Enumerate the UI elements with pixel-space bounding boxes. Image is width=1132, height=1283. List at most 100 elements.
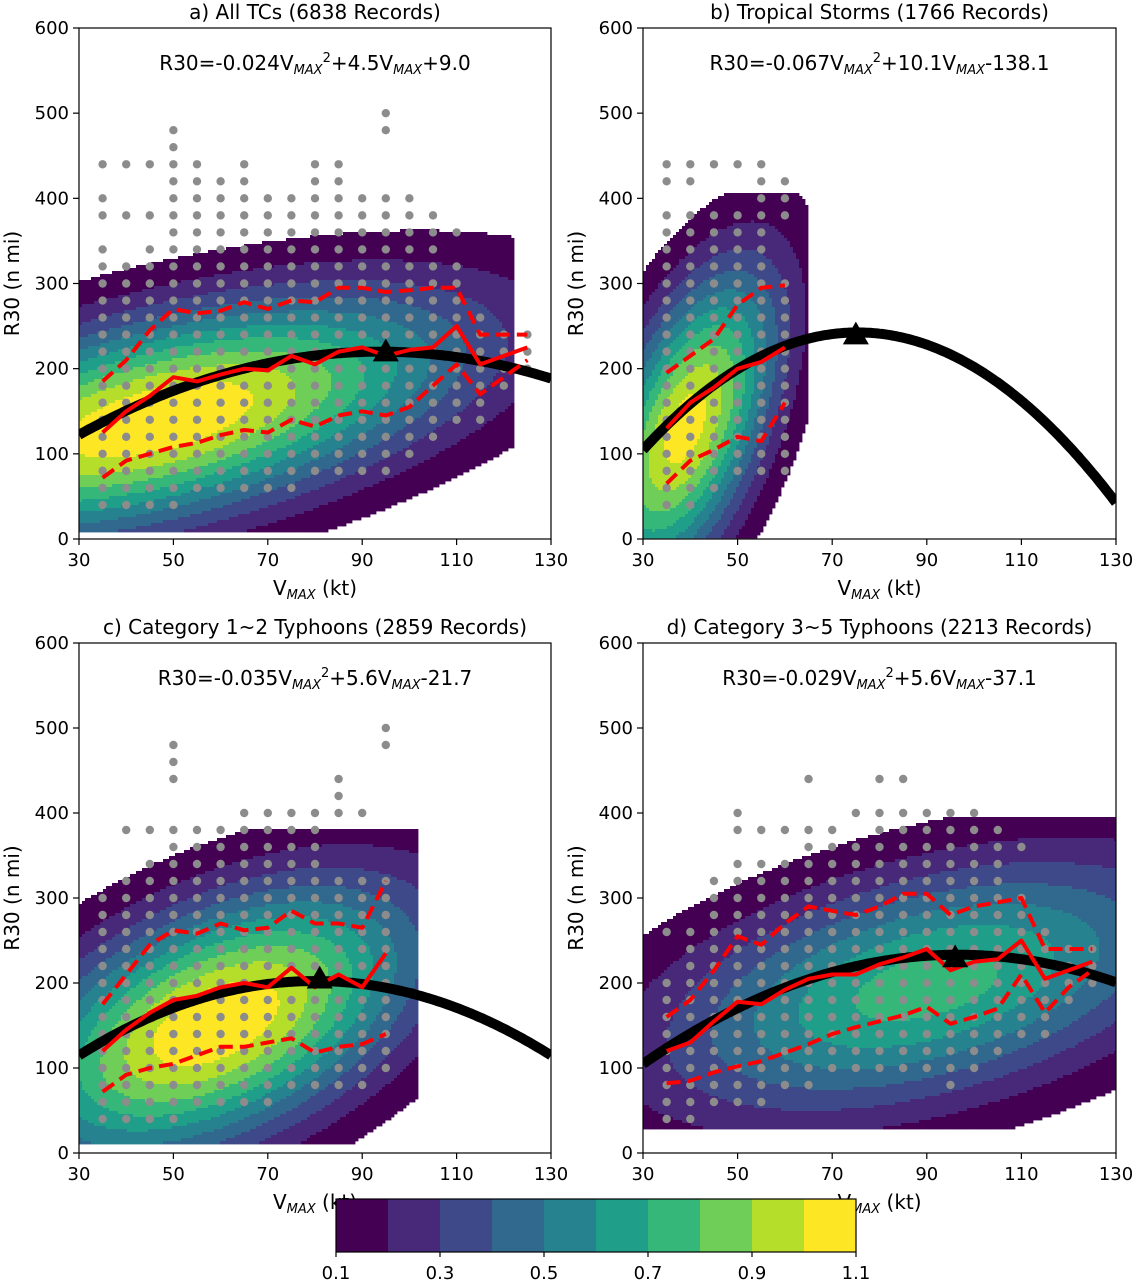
density-cell xyxy=(100,511,104,515)
density-cell xyxy=(208,316,212,320)
density-cell xyxy=(82,511,86,515)
density-cell xyxy=(211,526,215,530)
density-cell xyxy=(226,364,230,368)
density-cell xyxy=(166,325,170,329)
density-cell xyxy=(244,274,248,278)
density-cell xyxy=(187,361,191,365)
density-cell xyxy=(238,271,242,275)
density-cell xyxy=(160,496,164,500)
density-cell xyxy=(175,490,179,494)
density-cell xyxy=(148,424,152,428)
density-cell xyxy=(145,445,149,449)
density-cell xyxy=(82,310,86,314)
density-cell xyxy=(151,277,155,281)
density-cell xyxy=(217,307,221,311)
density-cell xyxy=(127,445,131,449)
density-cell xyxy=(106,463,110,467)
density-cell xyxy=(88,376,92,380)
density-cell xyxy=(229,385,233,389)
density-cell xyxy=(238,412,242,416)
density-cell xyxy=(181,277,185,281)
density-cell xyxy=(151,424,155,428)
density-cell xyxy=(169,424,173,428)
density-cell xyxy=(166,457,170,461)
density-cell xyxy=(124,445,128,449)
density-cell xyxy=(235,415,239,419)
density-cell xyxy=(85,484,89,488)
density-cell xyxy=(97,523,101,527)
density-cell xyxy=(124,523,128,527)
density-cell xyxy=(133,304,137,308)
density-cell xyxy=(238,391,242,395)
density-cell xyxy=(91,469,95,473)
density-cell xyxy=(109,298,113,302)
density-cell xyxy=(160,421,164,425)
density-cell xyxy=(115,340,119,344)
density-cell xyxy=(133,364,137,368)
density-cell xyxy=(169,358,173,362)
density-cell xyxy=(229,364,233,368)
density-cell xyxy=(142,313,146,317)
density-cell xyxy=(82,352,86,356)
density-cell xyxy=(217,277,221,281)
density-cell xyxy=(97,286,101,290)
density-cell xyxy=(187,457,191,461)
density-cell xyxy=(94,442,98,446)
density-cell xyxy=(103,391,107,395)
density-cell xyxy=(202,475,206,479)
density-cell xyxy=(232,259,236,263)
density-cell xyxy=(181,289,185,293)
density-cell xyxy=(130,466,134,470)
density-cell xyxy=(124,355,128,359)
density-cell xyxy=(241,325,245,329)
density-cell xyxy=(154,379,158,383)
density-cell xyxy=(136,502,140,506)
density-cell xyxy=(154,361,158,365)
density-cell xyxy=(154,454,158,458)
density-cell xyxy=(208,445,212,449)
density-cell xyxy=(91,301,95,305)
density-cell xyxy=(184,271,188,275)
density-cell xyxy=(220,394,224,398)
density-cell xyxy=(136,517,140,521)
density-cell xyxy=(145,325,149,329)
density-cell xyxy=(139,499,143,503)
density-cell xyxy=(142,340,146,344)
density-cell xyxy=(163,406,167,410)
density-cell xyxy=(112,430,116,434)
density-cell xyxy=(100,277,104,281)
density-cell xyxy=(187,265,191,269)
density-cell xyxy=(79,361,83,365)
density-cell xyxy=(229,313,233,317)
density-cell xyxy=(91,493,95,497)
density-cell xyxy=(136,433,140,437)
density-cell xyxy=(226,283,230,287)
density-cell xyxy=(214,439,218,443)
density-cell xyxy=(115,343,119,347)
density-cell xyxy=(151,475,155,479)
density-cell xyxy=(187,427,191,431)
density-cell xyxy=(208,451,212,455)
density-cell xyxy=(235,391,239,395)
density-cell xyxy=(199,358,203,362)
density-cell xyxy=(208,259,212,263)
density-cell xyxy=(142,463,146,467)
density-cell xyxy=(193,505,197,509)
density-cell xyxy=(226,322,230,326)
density-cell xyxy=(160,463,164,467)
density-cell xyxy=(91,403,95,407)
density-cell xyxy=(214,406,218,410)
density-cell xyxy=(238,268,242,272)
density-cell xyxy=(163,502,167,506)
density-cell xyxy=(232,406,236,410)
density-cell xyxy=(151,340,155,344)
density-cell xyxy=(127,427,131,431)
density-cell xyxy=(187,280,191,284)
density-cell xyxy=(238,451,242,455)
density-cell xyxy=(118,331,122,335)
density-cell xyxy=(235,301,239,305)
density-cell xyxy=(142,511,146,515)
density-cell xyxy=(235,295,239,299)
density-cell xyxy=(106,514,110,518)
density-cell xyxy=(175,493,179,497)
